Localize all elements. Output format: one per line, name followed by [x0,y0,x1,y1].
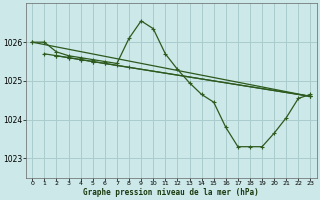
X-axis label: Graphe pression niveau de la mer (hPa): Graphe pression niveau de la mer (hPa) [84,188,259,197]
